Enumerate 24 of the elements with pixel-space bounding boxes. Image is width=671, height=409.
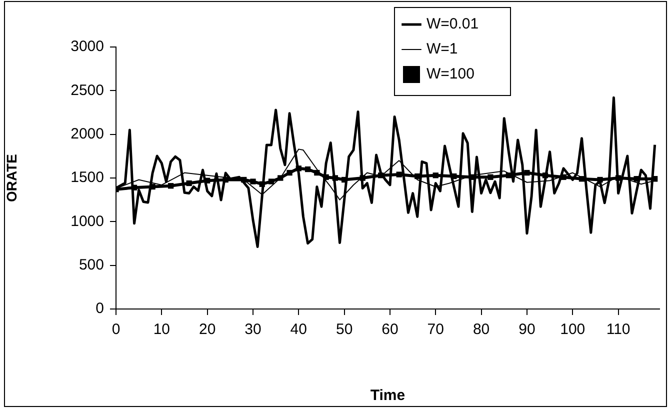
y-tick-label: 2000 — [70, 125, 104, 142]
x-tick-label: 80 — [472, 321, 490, 338]
x-tick-label: 60 — [382, 321, 398, 338]
legend-label: W=0.01 — [426, 16, 479, 33]
x-tick-label: 0 — [112, 321, 120, 338]
x-tick-label: 40 — [290, 321, 307, 338]
y-axis-title: ORATE — [3, 154, 20, 202]
legend-label: W=100 — [426, 66, 474, 83]
x-tick-label: 110 — [606, 321, 630, 338]
x-tick-label: 30 — [244, 321, 262, 338]
y-tick-label: 1000 — [70, 212, 104, 230]
y-tick-label: 0 — [96, 300, 104, 318]
y-tick-label: 1500 — [70, 169, 104, 186]
x-axis-title: Time — [370, 387, 406, 404]
y-tick-label: 3000 — [70, 38, 104, 56]
x-tick-label: 50 — [336, 321, 353, 338]
y-tick-label: 2500 — [70, 82, 104, 99]
x-tick-label: 90 — [518, 321, 536, 338]
y-tick-label: 500 — [78, 256, 104, 274]
x-tick-label: 70 — [427, 321, 444, 338]
x-tick-label: 20 — [198, 321, 216, 338]
x-tick-label: 100 — [560, 321, 586, 338]
x-tick-label: 10 — [153, 321, 170, 338]
legend-label: W=1 — [426, 40, 458, 58]
